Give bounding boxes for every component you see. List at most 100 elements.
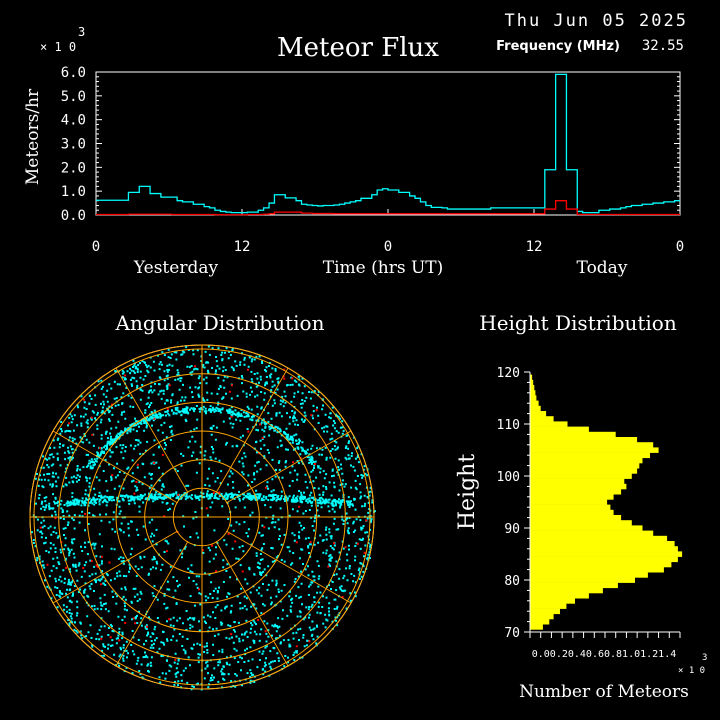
angular-meteor-points: [30, 345, 376, 691]
height-bar: [530, 520, 632, 526]
flux-series-subset: [96, 200, 680, 216]
height-bar: [530, 587, 603, 594]
flux-plot-frame: [95, 71, 681, 216]
height-bar: [530, 463, 640, 469]
height-bar: [530, 546, 678, 552]
height-x-multiplier: × 1 0: [678, 666, 705, 676]
height-y-tick-label: 80: [504, 574, 520, 589]
angular-title: Angular Distribution: [115, 311, 325, 335]
frequency-value: 32.55: [642, 38, 684, 54]
height-bar: [530, 572, 648, 578]
height-y-tick-label: 110: [497, 418, 520, 433]
height-bar: [530, 509, 614, 516]
height-bar: [530, 499, 608, 505]
flux-x-axis-label: Time (hrs UT): [323, 258, 444, 278]
height-bar: [530, 567, 664, 573]
height-x-multiplier-exp: 3: [702, 653, 707, 663]
height-bar: [530, 593, 589, 599]
height-bar: [530, 561, 672, 568]
height-bar: [530, 437, 638, 443]
angular-azimuth-spoke: [52, 530, 178, 604]
date-label: Thu Jun 05 2025: [504, 11, 688, 31]
flux-y-tick-label: 4.0: [61, 113, 86, 129]
height-bar: [530, 494, 614, 500]
height-bar: [530, 478, 625, 485]
height-bar: [530, 447, 659, 453]
height-y-tick-label: 70: [504, 626, 520, 641]
flux-day-label-right: Today: [577, 258, 628, 278]
frequency-label: Frequency (MHz): [496, 39, 620, 54]
height-x-tick-labels: 0.00.20.40.60.81.01.21.4: [532, 649, 677, 660]
flux-x-tick-label: 0: [384, 239, 392, 255]
height-bar: [530, 374, 533, 381]
angular-azimuth-spoke: [226, 430, 352, 504]
angular-azimuth-spoke: [115, 541, 189, 667]
height-bar: [530, 468, 638, 474]
height-x-axis-label: Number of Meteors: [519, 682, 689, 702]
height-bar: [530, 431, 616, 438]
flux-x-tick-label: 0: [676, 239, 684, 255]
height-bar: [530, 613, 554, 620]
height-bar: [530, 473, 632, 479]
height-y-tick-label: 90: [504, 522, 520, 537]
flux-chart: × 1 0 3 Meteors/hr Time (hrs UT) Yesterd…: [23, 25, 684, 278]
height-bar: [530, 421, 568, 427]
angular-azimuth-spoke: [226, 530, 352, 604]
height-title: Height Distribution: [479, 311, 677, 335]
height-y-tick-label: 100: [497, 470, 520, 485]
flux-y-tick-label: 1.0: [61, 184, 86, 200]
height-bar: [530, 603, 567, 609]
height-bar: [530, 530, 654, 537]
flux-day-label-left: Yesterday: [133, 258, 219, 278]
angular-azimuth-spoke: [215, 367, 289, 493]
flux-y-tick-label: 5.0: [61, 89, 86, 105]
flux-x-tick-label: 0: [92, 239, 100, 255]
flux-series-total: [96, 73, 680, 214]
angular-azimuth-spoke: [115, 367, 189, 493]
height-y-axis-label: Height: [455, 454, 480, 530]
flux-x-tick-label: 12: [234, 239, 251, 255]
height-bar: [530, 515, 622, 521]
height-bar: [530, 556, 678, 563]
height-bar: [530, 379, 534, 386]
flux-y-multiplier-exp: 3: [78, 25, 85, 39]
angular-azimuth-spoke: [215, 541, 289, 667]
height-bar: [530, 598, 575, 604]
angular-distribution-plot: [29, 344, 376, 691]
flux-y-tick-label: 2.0: [61, 160, 86, 176]
height-bar: [530, 457, 643, 464]
height-bar: [530, 619, 550, 625]
height-bar: [530, 411, 547, 417]
chart-title: Meteor Flux: [277, 33, 439, 63]
height-bar: [530, 577, 635, 583]
flux-y-tick-label: 3.0: [61, 137, 86, 153]
height-bar: [530, 405, 541, 412]
height-bar: [530, 385, 535, 391]
height-y-tick-label: 120: [497, 366, 520, 381]
height-bar: [530, 624, 543, 630]
height-bar: [530, 442, 654, 448]
angular-azimuth-spoke: [52, 430, 178, 504]
height-bar: [530, 504, 611, 511]
height-bar: [530, 525, 643, 531]
height-bar: [530, 535, 668, 542]
flux-y-tick-label: 0.0: [61, 208, 86, 224]
height-bar: [530, 551, 683, 557]
height-bar: [530, 400, 539, 407]
height-bar: [530, 416, 554, 422]
height-bar: [530, 483, 627, 490]
height-bar: [530, 608, 560, 615]
flux-y-multiplier: × 1 0: [40, 40, 76, 54]
height-bar: [530, 582, 618, 589]
flux-x-tick-label: 12: [526, 239, 543, 255]
height-bar: [530, 452, 650, 459]
flux-y-axis-label: Meteors/hr: [23, 88, 43, 185]
height-distribution-chart: Height Number of Meteors 0.00.20.40.60.8…: [455, 366, 707, 702]
height-bar: [530, 489, 622, 495]
flux-y-tick-label: 6.0: [61, 65, 86, 81]
height-bar: [530, 541, 675, 547]
height-bar: [530, 395, 537, 401]
height-bar: [530, 426, 589, 433]
height-bar: [530, 390, 536, 396]
